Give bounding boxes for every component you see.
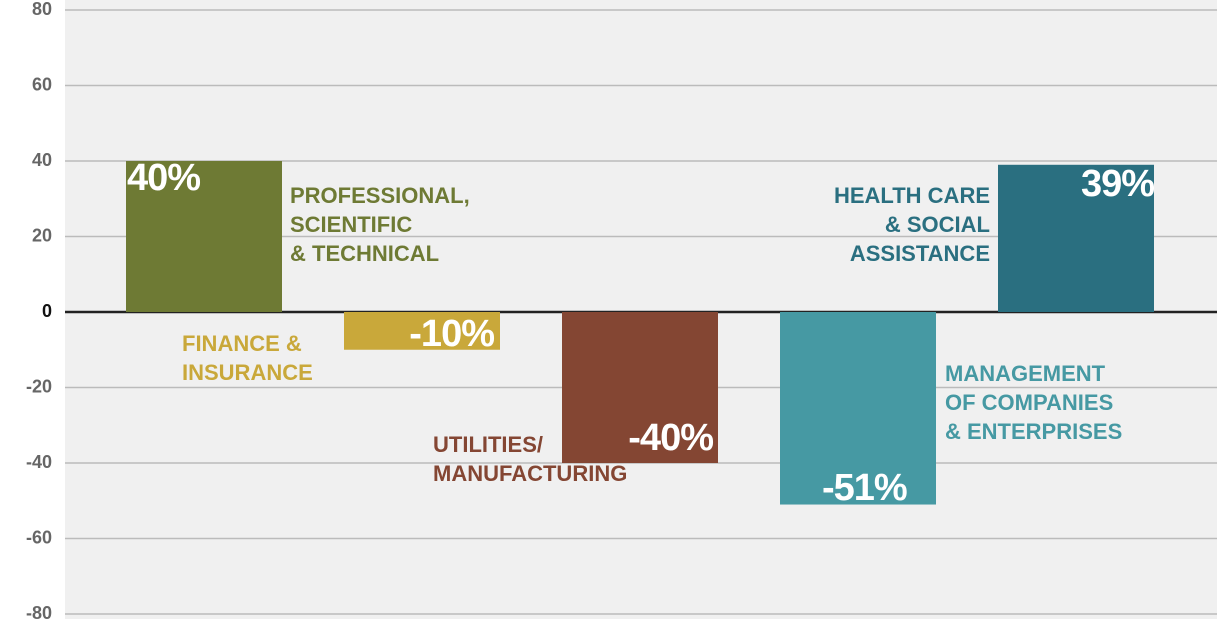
y-tick-label: 20: [32, 225, 52, 245]
value-label: -51%: [822, 467, 907, 509]
category-label: & TECHNICAL: [290, 241, 439, 266]
bar: [126, 161, 282, 312]
category-label: MANAGEMENT: [945, 361, 1106, 386]
category-label: INSURANCE: [182, 360, 313, 385]
value-label: 39%: [1081, 163, 1154, 205]
value-label: 40%: [127, 157, 200, 199]
category-label: HEALTH CARE: [834, 183, 990, 208]
y-tick-label: 40: [32, 150, 52, 170]
bar: [998, 164, 1154, 312]
y-tick-label: -20: [26, 376, 52, 396]
category-label: FINANCE &: [182, 331, 302, 356]
category-label: OF COMPANIES: [945, 390, 1113, 415]
y-tick-label: -60: [26, 527, 52, 547]
category-label: ASSISTANCE: [850, 241, 990, 266]
value-label: -10%: [409, 313, 494, 355]
category-label: & SOCIAL: [885, 212, 990, 237]
y-tick-label: 60: [32, 74, 52, 94]
bar: [344, 312, 500, 350]
category-label: PROFESSIONAL,: [290, 183, 470, 208]
value-label: -40%: [628, 417, 713, 459]
y-tick-label: -40: [26, 452, 52, 472]
category-label: MANUFACTURING: [433, 461, 627, 486]
category-label: & ENTERPRISES: [945, 419, 1122, 444]
category-label: UTILITIES/: [433, 432, 543, 457]
y-tick-label: -80: [26, 603, 52, 619]
bar: [562, 312, 718, 463]
bar: [780, 312, 936, 505]
category-label: SCIENTIFIC: [290, 212, 412, 237]
y-tick-label: 0: [42, 301, 52, 321]
y-tick-label: 80: [32, 0, 52, 19]
